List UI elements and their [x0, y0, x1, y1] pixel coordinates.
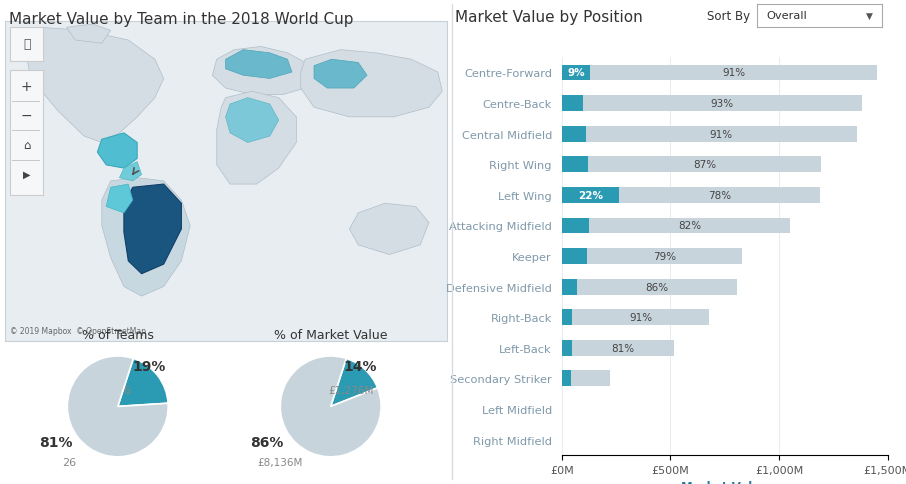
Bar: [562, 340, 572, 356]
Polygon shape: [23, 28, 164, 143]
Bar: [10, 71, 43, 196]
Bar: [562, 187, 619, 203]
Bar: [587, 249, 742, 264]
Bar: [562, 310, 573, 326]
Bar: [562, 96, 583, 112]
Text: Market Value by Team in the 2018 World Cup: Market Value by Team in the 2018 World C…: [9, 12, 353, 27]
Title: % of Market Value: % of Market Value: [274, 328, 388, 341]
Text: 86%: 86%: [250, 435, 284, 449]
Polygon shape: [217, 92, 296, 185]
Bar: [562, 157, 589, 173]
Text: 93%: 93%: [710, 99, 734, 109]
Bar: [562, 279, 577, 295]
Text: 91%: 91%: [709, 129, 733, 139]
Text: 9%: 9%: [567, 68, 584, 78]
Text: © 2019 Mapbox  © OpenStreetMap: © 2019 Mapbox © OpenStreetMap: [10, 327, 146, 335]
Bar: [562, 65, 590, 81]
Bar: [577, 279, 737, 295]
Text: 22%: 22%: [578, 191, 602, 200]
Text: 78%: 78%: [708, 191, 731, 200]
Polygon shape: [350, 204, 429, 255]
Text: 81%: 81%: [612, 343, 634, 353]
Polygon shape: [226, 98, 279, 143]
Bar: [13, 160, 40, 161]
Text: 26: 26: [63, 457, 76, 467]
Polygon shape: [314, 60, 367, 89]
Bar: [589, 157, 821, 173]
Wedge shape: [67, 356, 169, 457]
Bar: [589, 218, 790, 234]
Text: 82%: 82%: [678, 221, 701, 231]
Text: Sort By: Sort By: [707, 10, 750, 23]
Text: 14%: 14%: [343, 359, 377, 373]
Bar: [572, 340, 674, 356]
Text: +: +: [21, 80, 33, 93]
Text: 81%: 81%: [40, 435, 73, 449]
Bar: [13, 131, 40, 132]
Bar: [562, 218, 589, 234]
Bar: [562, 126, 585, 142]
Polygon shape: [301, 50, 442, 118]
Text: ⌕: ⌕: [23, 38, 31, 51]
Title: % of Teams: % of Teams: [82, 328, 154, 341]
Polygon shape: [124, 185, 181, 274]
X-axis label: Market Value: Market Value: [681, 480, 768, 484]
Text: ⌂: ⌂: [23, 139, 31, 152]
Bar: [562, 371, 571, 387]
Bar: [571, 371, 610, 387]
Text: 87%: 87%: [693, 160, 717, 170]
Text: 86%: 86%: [646, 282, 669, 292]
Bar: [10, 28, 43, 62]
Text: £8,136M: £8,136M: [257, 457, 303, 467]
Bar: [585, 126, 857, 142]
Wedge shape: [280, 356, 381, 457]
Text: 91%: 91%: [722, 68, 745, 78]
Polygon shape: [97, 134, 137, 169]
Text: ▼: ▼: [866, 12, 873, 21]
Text: 6: 6: [123, 385, 130, 395]
Text: 79%: 79%: [653, 252, 676, 261]
Bar: [590, 65, 877, 81]
Polygon shape: [101, 178, 190, 297]
Text: Market Value by Position: Market Value by Position: [455, 10, 642, 25]
Polygon shape: [212, 47, 314, 95]
Wedge shape: [331, 359, 378, 407]
Polygon shape: [106, 185, 133, 213]
Bar: [562, 249, 587, 264]
Polygon shape: [226, 50, 292, 79]
Bar: [573, 310, 708, 326]
Polygon shape: [120, 162, 141, 182]
Bar: [583, 96, 862, 112]
Wedge shape: [118, 359, 169, 407]
Text: Overall: Overall: [766, 12, 807, 21]
Bar: [13, 102, 40, 103]
Polygon shape: [66, 25, 111, 44]
Text: 91%: 91%: [629, 313, 652, 322]
Text: ▶: ▶: [23, 170, 31, 180]
Text: 19%: 19%: [133, 359, 167, 373]
Text: −: −: [21, 109, 33, 123]
Bar: [619, 187, 821, 203]
Text: £1,276M: £1,276M: [328, 385, 373, 395]
